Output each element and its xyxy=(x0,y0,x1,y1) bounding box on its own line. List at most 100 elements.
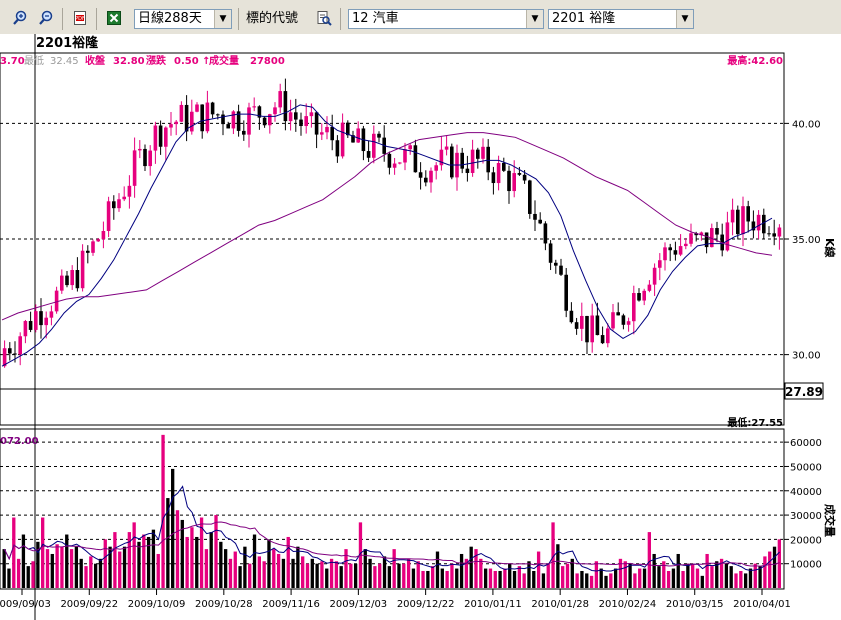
candle-body xyxy=(65,275,69,286)
volume-bar xyxy=(89,556,93,588)
volume-bar xyxy=(267,539,271,588)
stock-title: 2201裕隆 xyxy=(36,35,99,51)
category-select[interactable]: 12 汽車 ▼ xyxy=(348,9,544,29)
volume-bar xyxy=(199,517,204,588)
candle-body xyxy=(694,233,698,236)
candle-body xyxy=(320,132,324,135)
volume-bar xyxy=(166,498,170,588)
price-tick-label: 35.00 xyxy=(792,235,821,246)
volume-value: 27800 xyxy=(250,56,285,67)
k-line-axis-label: K線 xyxy=(823,238,837,258)
toolbar-separator xyxy=(62,8,63,30)
volume-tick-label: 40000 xyxy=(790,487,822,498)
candle-body xyxy=(216,114,220,116)
volume-bar xyxy=(565,563,570,588)
volume-bar xyxy=(368,558,372,588)
volume-bar xyxy=(305,563,310,588)
excel-export-icon[interactable] xyxy=(104,8,124,28)
candle-body xyxy=(106,201,111,232)
volume-bar xyxy=(146,536,151,588)
candle-body xyxy=(75,270,80,289)
open-value: 3.70 xyxy=(0,56,25,67)
candle-body xyxy=(465,168,470,173)
volume-ma-long-line xyxy=(3,521,780,567)
candle-body xyxy=(538,219,542,224)
period-select[interactable]: 日線288天 ▼ xyxy=(134,9,232,29)
candle-body xyxy=(476,149,480,159)
volume-bar xyxy=(676,553,680,588)
volume-bar xyxy=(686,563,690,588)
candle-body xyxy=(34,311,38,330)
volume-bar xyxy=(503,568,507,588)
volume-bar xyxy=(575,573,579,588)
candle-body xyxy=(725,222,730,251)
candle-body xyxy=(689,233,693,244)
volume-bar xyxy=(695,568,700,588)
volume-bar xyxy=(710,566,714,588)
volume-bar xyxy=(262,561,266,588)
candle-body xyxy=(668,247,672,251)
candle-body xyxy=(340,122,345,157)
candle-body xyxy=(496,163,501,184)
current-price-value: 27.89 xyxy=(785,385,823,399)
date-label: 2009/09/03 xyxy=(0,599,51,610)
volume-bar xyxy=(541,573,546,588)
volume-bar xyxy=(310,558,314,588)
volume-bar xyxy=(474,549,478,588)
zoom-out-icon[interactable] xyxy=(36,8,56,28)
stock-select[interactable]: 2201 裕隆 ▼ xyxy=(548,9,694,29)
candle-body xyxy=(314,112,319,135)
volume-tick-label: 20000 xyxy=(790,535,822,546)
candle-body xyxy=(741,206,745,235)
volume-bar xyxy=(397,563,401,588)
pdf-export-icon[interactable]: PDF xyxy=(70,8,90,28)
date-label: 2010/01/28 xyxy=(531,599,589,610)
volume-bar xyxy=(60,546,64,588)
candle-body xyxy=(372,133,376,158)
candle-body xyxy=(252,106,256,108)
date-label: 2009/09/22 xyxy=(60,599,118,610)
volume-bar xyxy=(349,563,353,588)
volume-tick-label: 50000 xyxy=(790,462,822,473)
volume-bar xyxy=(276,553,281,588)
volume-bar xyxy=(406,558,411,588)
candle-body xyxy=(101,231,106,240)
volume-tick-label: 60000 xyxy=(790,438,822,449)
candle-body xyxy=(96,239,100,242)
volume-bar xyxy=(296,546,300,588)
volume-bar xyxy=(98,558,103,588)
date-label: 2009/12/03 xyxy=(330,599,388,610)
volume-bar xyxy=(65,534,69,588)
volume-bar xyxy=(652,553,656,588)
candle-body xyxy=(335,140,340,157)
volume-bar xyxy=(45,549,50,588)
volume-bar xyxy=(445,570,449,588)
volume-bar xyxy=(223,549,228,588)
volume-bar xyxy=(464,558,469,588)
candle-body xyxy=(580,315,584,329)
zoom-in-icon[interactable] xyxy=(10,8,30,28)
volume-bar xyxy=(84,566,88,588)
volume-bar xyxy=(715,561,719,588)
date-label: 2010/03/15 xyxy=(666,599,724,610)
symbol-lookup-icon[interactable] xyxy=(314,8,334,28)
volume-bar xyxy=(681,570,685,588)
candle-body xyxy=(278,91,282,108)
volume-bar xyxy=(26,566,30,588)
candle-body xyxy=(169,124,173,128)
volume-bar xyxy=(469,546,473,588)
volume-bar xyxy=(719,558,724,588)
candle-body xyxy=(262,117,267,126)
volume-bar xyxy=(570,558,574,588)
date-label: 2010/04/01 xyxy=(733,599,791,610)
candle-body xyxy=(673,250,678,255)
candle-body xyxy=(210,102,215,115)
volume-bar xyxy=(118,551,122,588)
candle-body xyxy=(190,111,194,132)
volume-bar xyxy=(431,566,435,588)
candle-body xyxy=(481,146,485,159)
candle-body xyxy=(590,315,594,343)
volume-bar xyxy=(705,553,709,588)
volume-bar xyxy=(758,566,762,588)
volume-bar xyxy=(561,566,565,588)
